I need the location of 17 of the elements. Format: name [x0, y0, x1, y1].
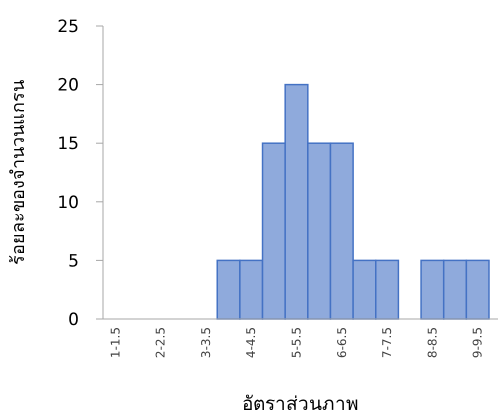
y-tick-label: 5: [68, 251, 79, 272]
x-tick-label: 1-1.5: [108, 327, 122, 358]
x-tick-label: 4-4.5: [244, 327, 258, 358]
y-tick-label: 0: [68, 310, 79, 330]
x-tick-label: 9-9.5: [470, 327, 485, 358]
y-tick-label: 25: [57, 17, 79, 37]
y-tick-label: 10: [57, 192, 79, 213]
x-tick-label: 3-3.5: [198, 327, 213, 358]
x-tick-label: 2-2.5: [154, 327, 168, 358]
x-tick-label: 6-6.5: [334, 327, 349, 358]
x-axis-title: อัตราส่วนภาพ: [242, 393, 359, 415]
y-axis-title: ร้อยละของจำนวนแกรน: [8, 80, 29, 265]
x-tick-label: 8-8.5: [425, 327, 440, 358]
x-tick-label: 7-7.5: [380, 327, 394, 358]
y-tick-label: 15: [57, 134, 79, 154]
x-tick-label: 5-5.5: [290, 327, 304, 358]
y-tick-label: 20: [57, 76, 79, 96]
